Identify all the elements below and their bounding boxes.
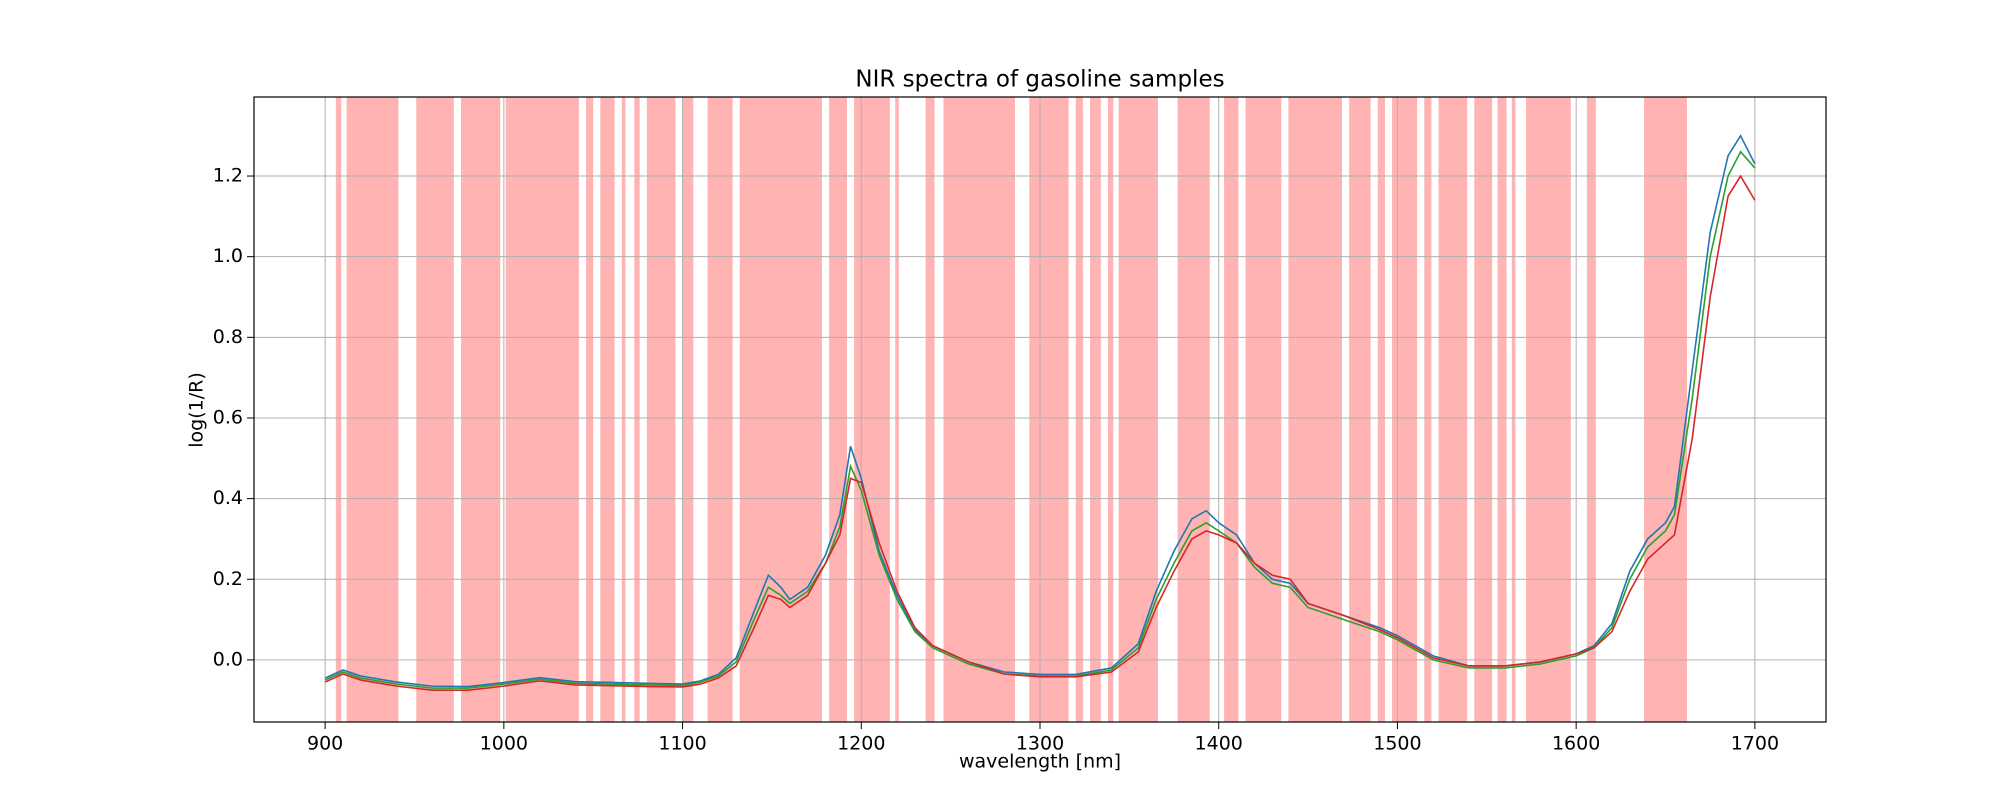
x-tick-label: 1500 <box>1373 733 1421 755</box>
selected-region <box>1497 97 1507 722</box>
y-axis-label: log(1/R) <box>186 372 208 447</box>
selected-region <box>621 97 626 722</box>
x-tick-label: 1400 <box>1195 733 1243 755</box>
y-tick-label: 0.2 <box>213 568 243 590</box>
selected-region <box>943 97 1015 722</box>
plot-frame <box>253 96 1827 723</box>
y-tick-label: 0.4 <box>213 487 243 509</box>
selected-region <box>1118 97 1158 722</box>
selected-region <box>1288 97 1343 722</box>
x-tick-label: 1000 <box>480 733 528 755</box>
selected-region <box>346 97 399 722</box>
spectrum-line <box>324 150 1756 689</box>
selected-region <box>895 97 899 722</box>
x-tick-label: 900 <box>307 733 343 755</box>
x-tick-label: 1200 <box>837 733 885 755</box>
selected-region <box>416 97 454 722</box>
y-tick-label: 0.0 <box>213 648 243 670</box>
selected-region <box>1644 97 1687 722</box>
y-tick-label: 0.8 <box>213 326 243 348</box>
selected-region <box>1511 97 1516 722</box>
selected-region <box>829 97 847 722</box>
selected-region <box>1526 97 1571 722</box>
selected-region <box>739 97 822 722</box>
selected-region <box>1474 97 1493 722</box>
x-axis-label: wavelength [nm] <box>959 751 1121 773</box>
selected-region <box>1349 97 1371 722</box>
selected-region <box>707 97 733 722</box>
selected-region <box>634 97 640 722</box>
y-tick-label: 1.0 <box>213 245 243 267</box>
selected-region <box>1392 97 1418 722</box>
x-tick-label: 1300 <box>1016 733 1064 755</box>
selected-region <box>1377 97 1385 722</box>
selected-region <box>600 97 615 722</box>
selected-region <box>1586 97 1596 722</box>
selected-region <box>1107 97 1114 722</box>
y-tick-label: 0.6 <box>213 406 243 428</box>
x-tick-label: 1100 <box>658 733 706 755</box>
selected-region <box>682 97 694 722</box>
selected-region <box>586 97 594 722</box>
selected-region <box>1090 97 1101 722</box>
selected-region <box>505 97 579 722</box>
selected-region <box>335 97 342 722</box>
selected-region <box>646 97 676 722</box>
selected-region <box>925 97 935 722</box>
selected-region <box>1177 97 1210 722</box>
x-tick-label: 1600 <box>1552 733 1600 755</box>
selected-region <box>1029 97 1069 722</box>
selected-region <box>1224 97 1239 722</box>
spectrum-line <box>324 134 1756 688</box>
selected-region <box>1438 97 1468 722</box>
spectrum-line <box>324 174 1756 691</box>
selected-region <box>1245 97 1282 722</box>
x-tick-label: 1700 <box>1731 733 1779 755</box>
chart-title: NIR spectra of gasoline samples <box>855 67 1224 93</box>
selected-region <box>1075 97 1083 722</box>
selected-region <box>1424 97 1432 722</box>
selected-region <box>460 97 501 722</box>
selected-region <box>854 97 890 722</box>
y-tick-label: 1.2 <box>213 165 243 187</box>
